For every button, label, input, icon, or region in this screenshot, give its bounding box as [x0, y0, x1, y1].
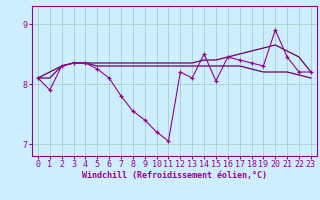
X-axis label: Windchill (Refroidissement éolien,°C): Windchill (Refroidissement éolien,°C) [82, 171, 267, 180]
